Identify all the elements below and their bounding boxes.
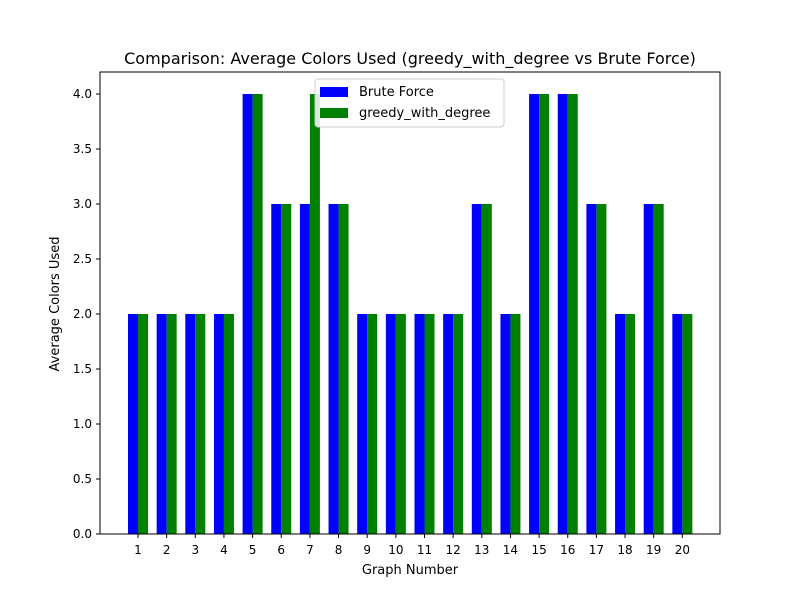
x-tick-label: 4 (220, 543, 228, 557)
x-tick-label: 3 (191, 543, 199, 557)
bar-series-0-graph-4 (213, 314, 224, 534)
bars-layer (128, 94, 693, 534)
bar-series-0-graph-1 (128, 314, 138, 534)
bar-series-1-graph-19 (653, 204, 664, 534)
y-tick-label: 4.0 (73, 87, 92, 101)
legend: Brute Force greedy_with_degree (314, 78, 505, 128)
bar-series-1-graph-20 (682, 314, 693, 534)
x-tick-label: 5 (249, 543, 257, 557)
bar-series-0-graph-6 (271, 204, 282, 534)
x-tick-label: 18 (617, 543, 632, 557)
y-tick-label: 3.0 (73, 197, 92, 211)
bar-series-0-graph-7 (299, 204, 310, 534)
x-tick-label: 6 (277, 543, 285, 557)
bar-series-0-graph-16 (557, 94, 568, 534)
x-tick-label: 2 (163, 543, 171, 557)
bar-series-0-graph-3 (185, 314, 196, 534)
bar-series-1-graph-1 (138, 314, 148, 534)
legend-box (314, 78, 505, 128)
bar-series-1-graph-2 (166, 314, 177, 534)
bar-series-0-graph-8 (328, 204, 339, 534)
x-tick-label: 10 (388, 543, 403, 557)
y-tick-label: 1.5 (73, 362, 92, 376)
x-tick-label: 11 (417, 543, 432, 557)
bar-series-1-graph-10 (395, 314, 406, 534)
legend-label-series-0: Brute Force (359, 85, 434, 100)
bar-series-0-graph-2 (156, 314, 167, 534)
x-tick-label: 7 (306, 543, 314, 557)
chart-title: Comparison: Average Colors Used (greedy_… (124, 49, 696, 69)
y-tick-label: 3.5 (73, 142, 92, 156)
x-tick-label: 19 (646, 543, 661, 557)
bar-series-0-graph-18 (615, 314, 626, 534)
y-axis-label: Average Colors Used (48, 237, 63, 372)
x-tick-label: 16 (560, 543, 575, 557)
x-tick-label: 9 (363, 543, 371, 557)
bar-series-0-graph-12 (443, 314, 454, 534)
x-tick-label: 1 (134, 543, 142, 557)
y-tick-label: 0.5 (73, 472, 92, 486)
x-tick-label: 12 (446, 543, 461, 557)
bar-series-1-graph-13 (481, 204, 492, 534)
y-tick-label: 0.0 (73, 527, 92, 541)
bar-series-0-graph-13 (471, 204, 482, 534)
y-tick-label: 2.0 (73, 307, 92, 321)
plot-frame (99, 71, 721, 535)
bar-series-1-graph-15 (539, 94, 550, 534)
bar-series-1-graph-5 (252, 94, 263, 534)
x-tick-label: 14 (503, 543, 518, 557)
legend-swatch-series-1 (320, 108, 348, 118)
bar-series-0-graph-11 (414, 314, 425, 534)
bar-series-1-graph-17 (596, 204, 607, 534)
bar-series-0-graph-20 (672, 314, 683, 534)
bar-series-1-graph-3 (195, 314, 206, 534)
bar-series-0-graph-19 (643, 204, 654, 534)
legend-label-series-1: greedy_with_degree (359, 106, 490, 121)
bar-series-0-graph-14 (500, 314, 511, 534)
bar-series-1-graph-14 (510, 314, 521, 534)
legend-swatch-series-0 (320, 87, 348, 97)
bar-series-1-graph-4 (223, 314, 234, 534)
bar-series-1-graph-12 (453, 314, 464, 534)
bar-series-1-graph-6 (281, 204, 292, 534)
y-tick-label: 2.5 (73, 252, 92, 266)
ticks-layer: 1 2 3 4 5 6 7 8 9 10 11 12 13 14 15 16 17 18 19 200.00.51.0… (73, 87, 690, 557)
bar-series-1-graph-9 (367, 314, 378, 534)
bar-series-1-graph-7 (309, 94, 320, 534)
bar-series-1-graph-16 (567, 94, 578, 534)
x-tick-label: 20 (675, 543, 690, 557)
bar-series-0-graph-15 (529, 94, 540, 534)
bar-series-0-graph-10 (385, 314, 396, 534)
x-axis-label: Graph Number (362, 563, 459, 578)
bar-series-1-graph-8 (338, 204, 349, 534)
x-tick-label: 15 (531, 543, 546, 557)
bar-series-0-graph-17 (586, 204, 597, 534)
bar-series-1-graph-18 (625, 314, 636, 534)
bar-series-1-graph-11 (424, 314, 435, 534)
x-tick-label: 17 (589, 543, 604, 557)
y-tick-label: 1.0 (73, 417, 92, 431)
bar-series-0-graph-9 (357, 314, 368, 534)
x-tick-label: 13 (474, 543, 489, 557)
x-tick-label: 8 (335, 543, 343, 557)
bar-series-0-graph-5 (242, 94, 253, 534)
